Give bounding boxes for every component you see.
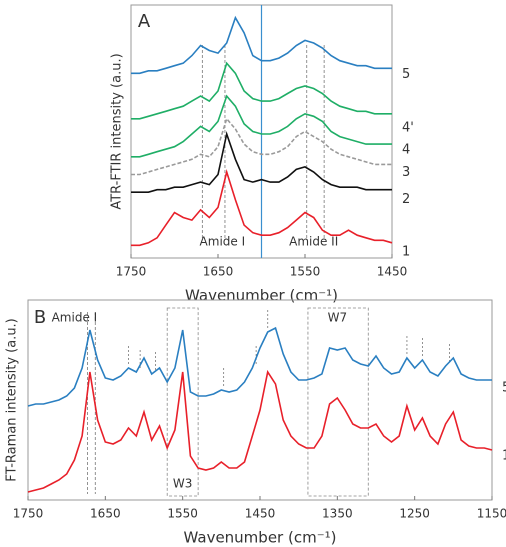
annotation: W3 (173, 477, 193, 491)
series-label: 4' (402, 120, 414, 135)
x-tick-label: 1650 (203, 265, 234, 279)
x-tick-label: 1450 (245, 507, 276, 521)
series-label: 5 (402, 67, 410, 82)
spectrum-line (131, 61, 392, 120)
annotation: Amide I (52, 311, 98, 325)
series-label: 3 (402, 165, 410, 180)
x-tick-label: 1250 (399, 507, 430, 521)
series-label: 5 (502, 381, 506, 396)
plot-frame (27, 299, 493, 501)
spectrum-line (27, 369, 493, 493)
x-tick-label: 1550 (167, 507, 198, 521)
x-tick-label: 1750 (13, 507, 44, 521)
panel-label: B (34, 307, 46, 328)
spectrum-line (131, 169, 393, 247)
spectrum-line (131, 94, 392, 158)
x-tick-label: 1350 (322, 507, 353, 521)
series-label: 1 (502, 449, 506, 464)
spectrum-line (131, 15, 392, 75)
x-axis-label: Wavenumber (cm⁻¹) (185, 287, 338, 305)
annotation: Amide I (200, 235, 246, 249)
series-label: 1 (402, 245, 410, 260)
y-axis-label: FT-Raman intensity (a.u.) (5, 318, 20, 482)
series-label: 4 (402, 143, 410, 158)
x-tick-label: 1750 (116, 265, 147, 279)
x-axis-label: Wavenumber (cm⁻¹) (184, 529, 337, 547)
x-tick-label: 1150 (477, 507, 506, 521)
annotation: Amide II (289, 235, 338, 249)
region-box (307, 307, 369, 497)
series-label: 2 (402, 192, 410, 207)
spectrum-line (131, 117, 392, 176)
spectrum-line (131, 131, 392, 193)
x-tick-label: 1550 (290, 265, 321, 279)
x-tick-label: 1450 (377, 265, 408, 279)
annotation: W7 (328, 311, 348, 325)
y-axis-label: ATR-FTIR intensity (a.u.) (110, 53, 125, 209)
spectrum-line (27, 326, 492, 407)
x-tick-label: 1650 (90, 507, 121, 521)
panel-label: A (138, 11, 151, 32)
region-box (166, 307, 199, 497)
